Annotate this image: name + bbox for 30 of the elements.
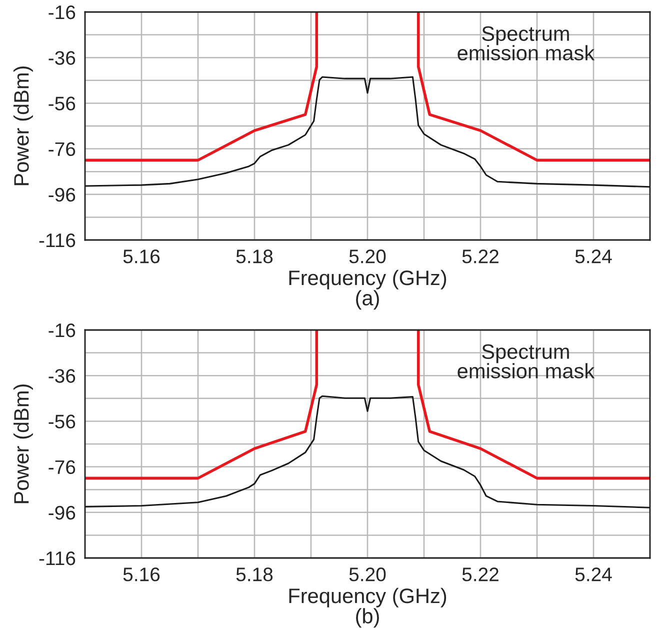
x-tick-label: 5.18 [236, 568, 273, 582]
y-tick-label: -76 [48, 460, 76, 474]
x-tick-label: 5.22 [462, 250, 498, 264]
text: (a) [356, 290, 379, 310]
y-tick-label: -96 [48, 188, 76, 202]
annotation: Spectrum emission mask [458, 26, 595, 60]
text: (b) [356, 608, 379, 628]
x-tick-label: 5.18 [236, 250, 273, 264]
x-tick-label: 5.20 [349, 250, 386, 264]
y-tick-label: -36 [48, 369, 76, 383]
x-axis-title: Frequency (GHz) [289, 588, 446, 608]
y-tick-label: -36 [48, 51, 76, 65]
y-tick-label: -16 [48, 323, 76, 338]
y-tick-label: -116 [39, 233, 76, 248]
x-tick-label: 5.16 [123, 250, 160, 264]
y-tick-label: -16 [48, 5, 76, 20]
y-tick-label: -56 [48, 414, 76, 428]
annotation: Spectrum emission mask [458, 344, 595, 378]
y-tick-label: -116 [39, 551, 76, 566]
y-axis-title: Power (dBm) [14, 66, 33, 186]
x-tick-label: 5.22 [462, 568, 498, 582]
x-tick-label: 5.24 [575, 568, 612, 582]
y-axis-title: Power (dBm) [14, 384, 33, 504]
y-tick-label: -56 [48, 96, 76, 110]
x-axis-title: Frequency (GHz) [289, 270, 446, 290]
x-tick-label: 5.24 [575, 250, 612, 264]
x-tick-label: 5.16 [123, 568, 160, 582]
x-tick-label: 5.20 [349, 568, 386, 582]
y-tick-label: -76 [48, 142, 76, 156]
y-tick-label: -96 [48, 506, 76, 520]
